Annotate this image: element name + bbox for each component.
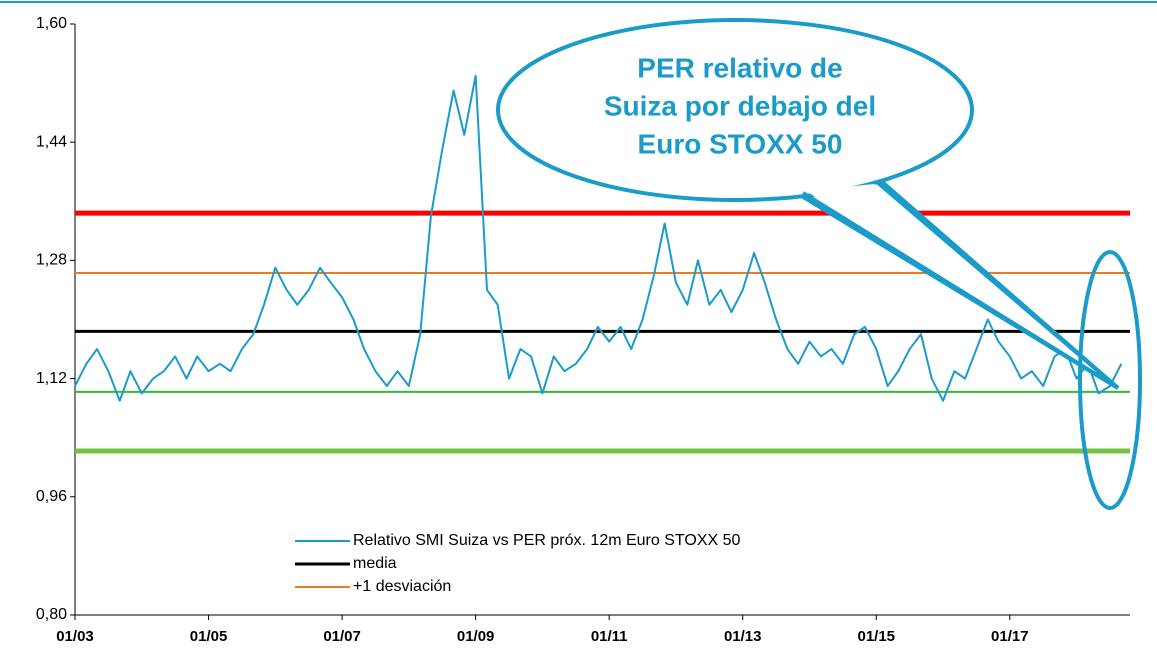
y-tick-label: 1,12	[36, 370, 67, 387]
x-tick-label: 01/09	[457, 628, 495, 645]
x-tick-label: 01/03	[56, 628, 94, 645]
y-tick-label: 1,60	[36, 15, 67, 32]
x-tick-label: 01/07	[323, 628, 361, 645]
callout: PER relativo de Suiza por debajo del Euro …	[496, 18, 1120, 390]
callout-text: Suiza por debajo del	[604, 90, 876, 121]
legend-label: +1 desviación	[353, 578, 451, 595]
y-tick-label: 0,80	[36, 606, 67, 623]
x-tick-label: 01/17	[991, 628, 1029, 645]
highlight-ellipse	[1078, 250, 1142, 510]
y-tick-label: 1,28	[36, 252, 67, 269]
callout-bubble	[496, 18, 974, 202]
x-tick-label: 01/15	[857, 628, 895, 645]
callout-tail-edges	[801, 180, 1120, 390]
x-tick-label: 01/13	[724, 628, 762, 645]
data-line	[74, 74, 1123, 402]
y-tick-label: 0,96	[36, 488, 67, 505]
legend-label: media	[353, 555, 397, 572]
callout-tail-fill	[806, 184, 1110, 380]
callout-text: Euro STOXX 50	[638, 128, 843, 159]
x-tick-label: 01/05	[190, 628, 228, 645]
legend-label: Relativo SMI Suiza vs PER próx. 12m Euro…	[353, 532, 741, 549]
y-tick-label: 1,44	[36, 133, 67, 150]
callout-text: PER relativo de	[637, 52, 842, 83]
x-tick-label: 01/11	[591, 628, 628, 645]
